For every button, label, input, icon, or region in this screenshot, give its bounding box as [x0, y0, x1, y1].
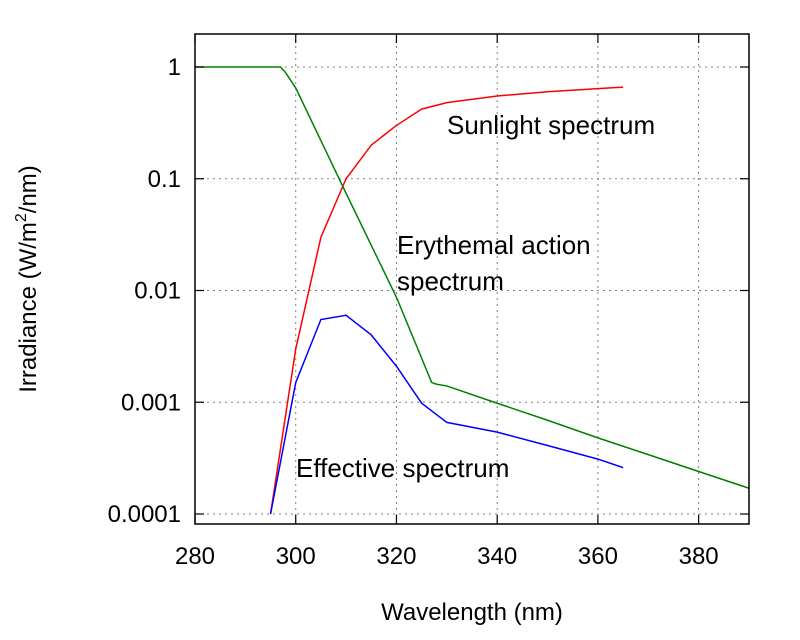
y-axis-title-main: Irradiance (W/m [15, 222, 42, 393]
series-line-sunlight [269, 86, 624, 515]
y-axis-title-unit: /nm) [15, 165, 42, 213]
plot-frame [194, 33, 750, 525]
x-tick-label: 340 [477, 543, 517, 570]
grid [195, 34, 749, 524]
y-tick-label: 0.01 [134, 278, 181, 305]
x-tick-label: 280 [175, 543, 215, 570]
y-tick-label: 0.001 [121, 389, 181, 416]
annotation-erythemal-line-1: Erythemal action [397, 230, 591, 260]
series-line-erythemal [195, 66, 750, 489]
x-tick-label: 320 [376, 543, 416, 570]
x-tick-label: 380 [679, 543, 719, 570]
x-tick-label: 300 [276, 543, 316, 570]
ticks [194, 34, 749, 524]
y-axis-title-superscript: 2 [13, 213, 30, 222]
y-axis-title: Irradiance (W/m2/nm) [13, 165, 42, 393]
x-tick-label: 360 [578, 543, 618, 570]
series-layer [195, 66, 750, 515]
series-line-effective [269, 314, 624, 515]
y-tick-label: 0.1 [148, 166, 181, 193]
x-axis-title: Wavelength (nm) [381, 599, 563, 626]
annotation-sunlight-spectrum: Sunlight spectrum [447, 110, 655, 140]
y-tick-label: 0.0001 [108, 501, 181, 528]
tick-labels: 280 300 320 340 360 380 1 0.1 0.01 0.001 0.0001 [108, 54, 719, 570]
annotation-erythemal-line-2: spectrum [397, 266, 504, 296]
y-tick-label: 1 [168, 54, 181, 81]
annotation-effective-spectrum: Effective spectrum [296, 453, 509, 483]
